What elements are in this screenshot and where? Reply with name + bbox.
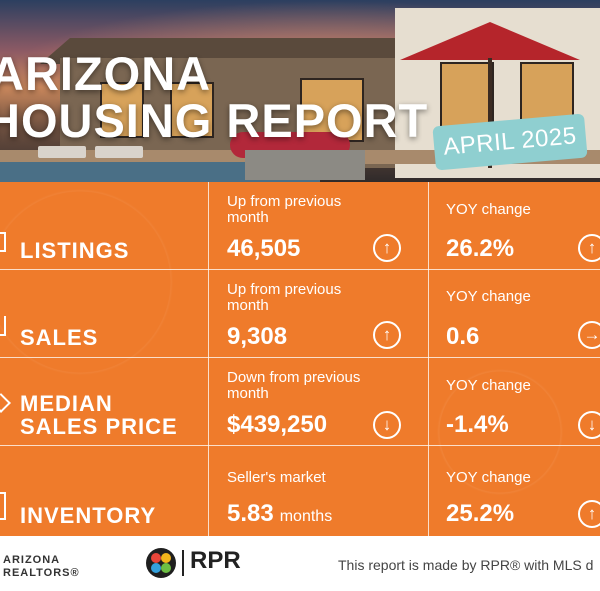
arizona-realtors-logo: ARIZONA REALTORS® bbox=[3, 554, 80, 579]
metric-row-listings: LISTINGS Up from previous month 46,505 ↑… bbox=[0, 182, 600, 270]
metric-row-sales: SALES Up from previous month 9,308 ↑ YOY… bbox=[0, 270, 600, 358]
monthly-note: Down from previous month bbox=[227, 369, 361, 402]
hero-photo bbox=[0, 0, 600, 182]
yoy-value: 0.6 bbox=[446, 323, 480, 350]
metric-label: SALES bbox=[20, 325, 99, 350]
report-title-line2: HOUSING REPORT bbox=[0, 94, 429, 147]
house-icon bbox=[0, 232, 6, 252]
footer-note: This report is made by RPR® with MLS d bbox=[338, 557, 594, 573]
logo-divider bbox=[182, 550, 184, 576]
rpr-logo-icon bbox=[146, 548, 176, 578]
lounge-chair bbox=[95, 146, 143, 158]
column-divider bbox=[428, 182, 429, 536]
metric-label: INVENTORY bbox=[20, 503, 157, 528]
partner-mark: ® bbox=[70, 566, 80, 579]
column-divider bbox=[208, 182, 209, 536]
partner-line1: ARIZONA bbox=[3, 554, 61, 566]
yoy-note: YOY change bbox=[446, 469, 531, 486]
pool bbox=[0, 162, 320, 182]
monthly-value: 46,505 bbox=[227, 235, 301, 262]
rpr-wordmark: RPR bbox=[190, 547, 241, 574]
arrow-up-icon: ↑ bbox=[578, 500, 600, 528]
rpr-logo-dot bbox=[151, 553, 161, 563]
lounge-chair bbox=[38, 146, 86, 158]
yoy-value: 25.2% bbox=[446, 500, 515, 527]
sales-icon bbox=[0, 316, 6, 336]
monthly-note: Seller's market bbox=[227, 469, 326, 486]
arrow-up-icon: ↑ bbox=[373, 321, 401, 349]
metric-label-line2: SALES PRICE bbox=[20, 414, 178, 440]
footer: ARIZONA REALTORS® RPR This report is mad… bbox=[0, 536, 600, 591]
arrow-down-icon: ↓ bbox=[373, 411, 401, 439]
monthly-note: Up from previous month bbox=[227, 281, 342, 314]
yoy-note: YOY change bbox=[446, 201, 531, 218]
inventory-icon bbox=[0, 492, 6, 520]
metric-label-line1: MEDIAN bbox=[20, 391, 113, 416]
umbrella-pole bbox=[488, 58, 492, 168]
price-tag-icon bbox=[0, 393, 11, 413]
house-window bbox=[100, 82, 144, 138]
metric-label: MEDIAN SALES PRICE bbox=[20, 392, 178, 438]
partner-line2: REALTORS bbox=[3, 566, 71, 579]
monthly-note: Up from previous month bbox=[227, 193, 342, 226]
arrow-up-icon: ↑ bbox=[578, 234, 600, 262]
metric-row-inventory: INVENTORY Seller's market 5.83 months YOY… bbox=[0, 446, 600, 536]
rpr-logo-dot bbox=[151, 563, 161, 573]
metric-row-median-price: MEDIAN SALES PRICE Down from previous mo… bbox=[0, 358, 600, 446]
arrow-down-icon: ↓ bbox=[578, 411, 600, 439]
inventory-value: 5.83 bbox=[227, 500, 274, 527]
rpr-logo-dot bbox=[161, 553, 171, 563]
metric-label: LISTINGS bbox=[20, 238, 130, 263]
yoy-note: YOY change bbox=[446, 377, 531, 394]
inventory-unit: months bbox=[279, 508, 333, 525]
metrics-grid: LISTINGS Up from previous month 46,505 ↑… bbox=[0, 182, 600, 536]
fountain bbox=[245, 150, 365, 180]
patio-umbrella bbox=[400, 22, 580, 60]
house-window bbox=[170, 82, 214, 138]
report-title-line1: ARIZONA bbox=[0, 47, 212, 100]
yoy-note: YOY change bbox=[446, 288, 531, 305]
arrow-up-icon: ↑ bbox=[373, 234, 401, 262]
arrow-right-icon: → bbox=[578, 321, 600, 349]
monthly-value: $439,250 bbox=[227, 411, 328, 438]
rpr-logo-dot bbox=[161, 563, 171, 573]
yoy-value: -1.4% bbox=[446, 411, 509, 438]
monthly-value: 5.83 months bbox=[227, 502, 332, 526]
yoy-value: 26.2% bbox=[446, 235, 515, 262]
monthly-value: 9,308 bbox=[227, 323, 288, 350]
